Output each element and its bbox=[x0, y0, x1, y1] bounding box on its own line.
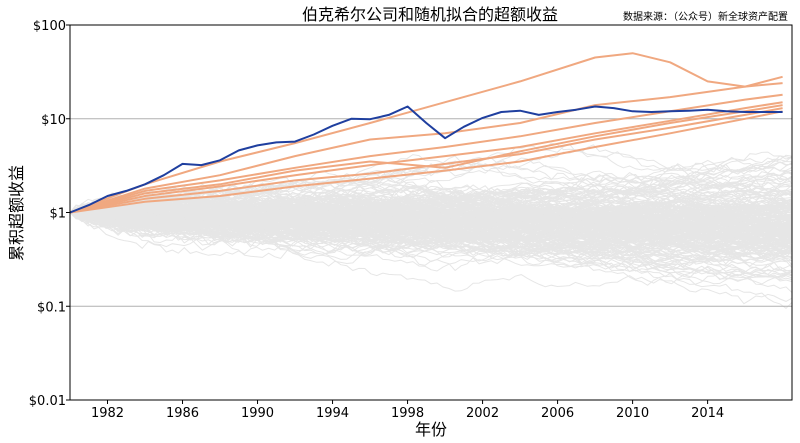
simulation-path bbox=[70, 197, 792, 230]
highlight-path-line bbox=[69, 101, 783, 214]
simulation-path bbox=[70, 197, 792, 260]
x-tick-label: 1998 bbox=[391, 406, 424, 421]
simulation-path bbox=[70, 208, 792, 248]
highlight-path-line bbox=[69, 107, 783, 214]
y-gridlines bbox=[70, 118, 792, 307]
x-tick-label: 1982 bbox=[91, 406, 124, 421]
x-axis-label: 年份 bbox=[415, 420, 447, 439]
highlight-path-line bbox=[69, 93, 783, 214]
series-lines bbox=[69, 52, 783, 214]
chart-title: 伯克希尔公司和随机拟合的超额收益 bbox=[302, 5, 558, 24]
simulation-path bbox=[70, 193, 792, 258]
simulation-path bbox=[70, 179, 792, 217]
simulation-path bbox=[70, 211, 792, 241]
simulation-path bbox=[70, 171, 792, 218]
x-tick-label: 2002 bbox=[466, 406, 499, 421]
highlight-path-line bbox=[69, 52, 783, 214]
simulation-path bbox=[70, 196, 792, 240]
y-tick-label: $10 bbox=[41, 113, 66, 128]
random-simulation-paths bbox=[70, 142, 792, 309]
y-tick-label: $0.01 bbox=[29, 394, 66, 409]
x-tick-label: 2006 bbox=[541, 406, 574, 421]
simulation-path bbox=[70, 212, 792, 305]
highlight-path-line bbox=[69, 104, 783, 214]
x-tick-label: 2010 bbox=[616, 406, 649, 421]
berkshire-line bbox=[69, 105, 783, 214]
data-source-note: 数据来源：（公众号）新全球资产配置 bbox=[623, 10, 788, 23]
y-tick-label: $1 bbox=[49, 207, 66, 222]
y-axis-label: 累积超额收益 bbox=[7, 165, 26, 261]
simulation-path bbox=[70, 212, 792, 247]
simulation-path bbox=[70, 170, 792, 220]
y-axis-ticks: $0.01 $0.1 $1 $10 $100 bbox=[29, 19, 70, 409]
y-tick-label: $0.1 bbox=[37, 300, 66, 315]
y-tick-label: $100 bbox=[33, 19, 66, 34]
x-axis-ticks: 1982 1986 1990 1994 1998 2002 2006 2010 2014 bbox=[91, 400, 724, 421]
simulation-path bbox=[70, 212, 792, 279]
x-tick-label: 2014 bbox=[691, 406, 724, 421]
highlight-path-line bbox=[69, 75, 783, 214]
x-tick-label: 1994 bbox=[316, 406, 349, 421]
x-tick-label: 1986 bbox=[166, 406, 199, 421]
simulation-path bbox=[70, 204, 792, 238]
simulation-path bbox=[70, 211, 792, 268]
simulation-path bbox=[70, 208, 792, 243]
simulation-path bbox=[70, 198, 792, 283]
highlight-path-line bbox=[69, 110, 783, 214]
x-tick-label: 1990 bbox=[241, 406, 274, 421]
simulation-path bbox=[70, 212, 792, 281]
simulation-path bbox=[70, 210, 792, 246]
